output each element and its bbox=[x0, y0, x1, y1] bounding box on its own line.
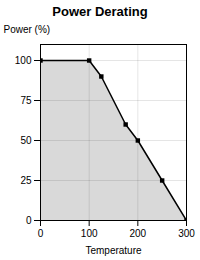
svg-text:Temperature: Temperature bbox=[85, 245, 142, 256]
svg-text:Power (%): Power (%) bbox=[4, 24, 51, 35]
svg-text:200: 200 bbox=[129, 228, 146, 239]
svg-text:0: 0 bbox=[26, 215, 32, 226]
svg-text:0: 0 bbox=[38, 228, 44, 239]
svg-text:100: 100 bbox=[15, 55, 32, 66]
svg-text:25: 25 bbox=[20, 175, 32, 186]
svg-text:100: 100 bbox=[81, 228, 98, 239]
svg-text:75: 75 bbox=[20, 95, 32, 106]
svg-text:300: 300 bbox=[178, 228, 195, 239]
html-text:Power Derating: Power Derating bbox=[52, 4, 148, 19]
svg-text:50: 50 bbox=[20, 135, 32, 146]
